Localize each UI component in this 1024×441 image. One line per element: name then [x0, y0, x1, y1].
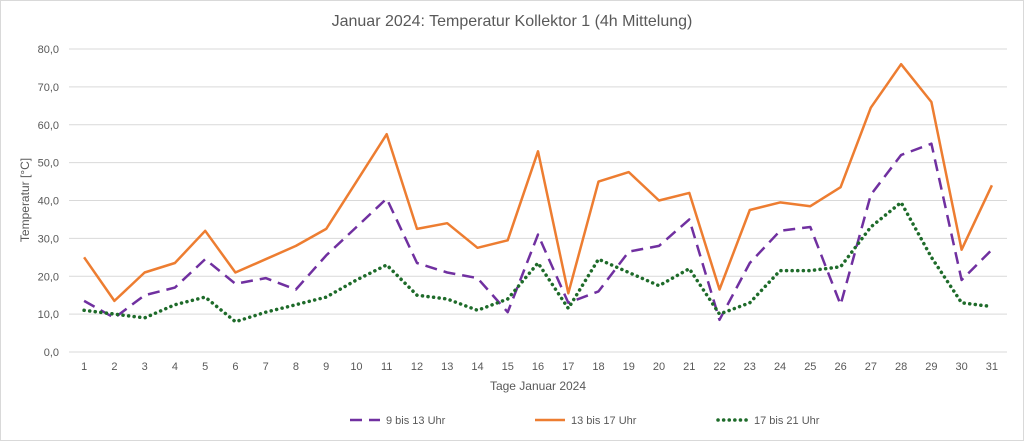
y-tick-label: 10,0 — [38, 309, 59, 321]
x-tick-label: 13 — [441, 361, 453, 373]
gridlines — [69, 48, 1007, 353]
chart-title: Januar 2024: Temperatur Kollektor 1 (4h … — [332, 13, 693, 30]
x-tick-label: 26 — [834, 361, 846, 373]
x-tick-label: 20 — [653, 361, 665, 373]
series-line-2 — [83, 62, 994, 303]
x-tick-label: 28 — [895, 361, 907, 373]
x-tick-label: 15 — [502, 361, 514, 373]
x-tick-label: 29 — [925, 361, 937, 373]
y-tick-labels: 0,0 10,0 20,0 30,0 40,0 50,0 60,0 70,0 80,0 — [38, 44, 59, 359]
legend-label-3: 17 bis 21 Uhr — [754, 415, 820, 427]
x-tick-label: 4 — [172, 361, 178, 373]
x-tick-label: 17 — [562, 361, 574, 373]
x-tick-label: 30 — [955, 361, 967, 373]
x-tick-label: 6 — [232, 361, 238, 373]
y-tick-label: 20,0 — [38, 271, 59, 283]
y-tick-label: 0,0 — [44, 347, 59, 359]
x-tick-label: 7 — [263, 361, 269, 373]
y-tick-label: 30,0 — [38, 233, 59, 245]
x-tick-label: 24 — [774, 361, 786, 373]
x-tick-label: 16 — [532, 361, 544, 373]
x-tick-label: 27 — [865, 361, 877, 373]
x-tick-label: 23 — [744, 361, 756, 373]
x-tick-label: 11 — [381, 361, 392, 373]
x-tick-label: 14 — [471, 361, 483, 373]
y-tick-label: 80,0 — [38, 44, 59, 56]
x-tick-label: 25 — [804, 361, 816, 373]
legend: 9 bis 13 Uhr 13 bis 17 Uhr 17 bis 21 Uhr — [350, 415, 820, 427]
y-tick-label: 40,0 — [38, 196, 59, 208]
x-axis-label: Tage Januar 2024 — [490, 379, 586, 393]
legend-label-2: 13 bis 17 Uhr — [571, 415, 637, 427]
x-tick-label: 2 — [111, 361, 117, 373]
x-tick-label: 3 — [142, 361, 148, 373]
x-tick-labels: 1 2 3 4 5 6 7 8 9 10 11 12 13 14 15 16 17 18 19 20 21 22 23 24 2… — [81, 361, 998, 373]
y-tick-label: 50,0 — [38, 158, 59, 170]
series-lines — [82, 62, 994, 324]
x-tick-label: 19 — [623, 361, 635, 373]
x-tick-label: 12 — [411, 361, 423, 373]
x-tick-label: 8 — [293, 361, 299, 373]
series-line-3 — [82, 200, 994, 324]
x-tick-label: 5 — [202, 361, 208, 373]
y-tick-label: 60,0 — [38, 120, 59, 132]
legend-label-1: 9 bis 13 Uhr — [386, 415, 446, 427]
series-line-1 — [83, 142, 993, 322]
x-tick-label: 9 — [323, 361, 329, 373]
x-tick-label: 31 — [986, 361, 998, 373]
y-tick-label: 70,0 — [38, 82, 59, 94]
x-tick-label: 22 — [713, 361, 725, 373]
x-tick-label: 1 — [81, 361, 87, 373]
x-tick-label: 21 — [683, 361, 695, 373]
y-axis-label: Temperatur [°C] — [18, 158, 32, 242]
x-tick-label: 18 — [592, 361, 604, 373]
x-tick-label: 10 — [350, 361, 362, 373]
